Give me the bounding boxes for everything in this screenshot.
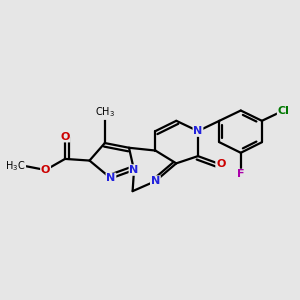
Text: N: N xyxy=(151,176,160,186)
Text: O: O xyxy=(60,132,70,142)
Text: Cl: Cl xyxy=(278,106,290,116)
Text: O: O xyxy=(41,165,50,175)
Text: H$_3$C: H$_3$C xyxy=(5,159,26,173)
Text: F: F xyxy=(237,169,244,179)
Text: N: N xyxy=(106,173,116,183)
Text: N: N xyxy=(129,165,139,175)
Text: O: O xyxy=(216,160,225,170)
Text: N: N xyxy=(193,126,203,136)
Text: CH$_3$: CH$_3$ xyxy=(95,106,115,119)
